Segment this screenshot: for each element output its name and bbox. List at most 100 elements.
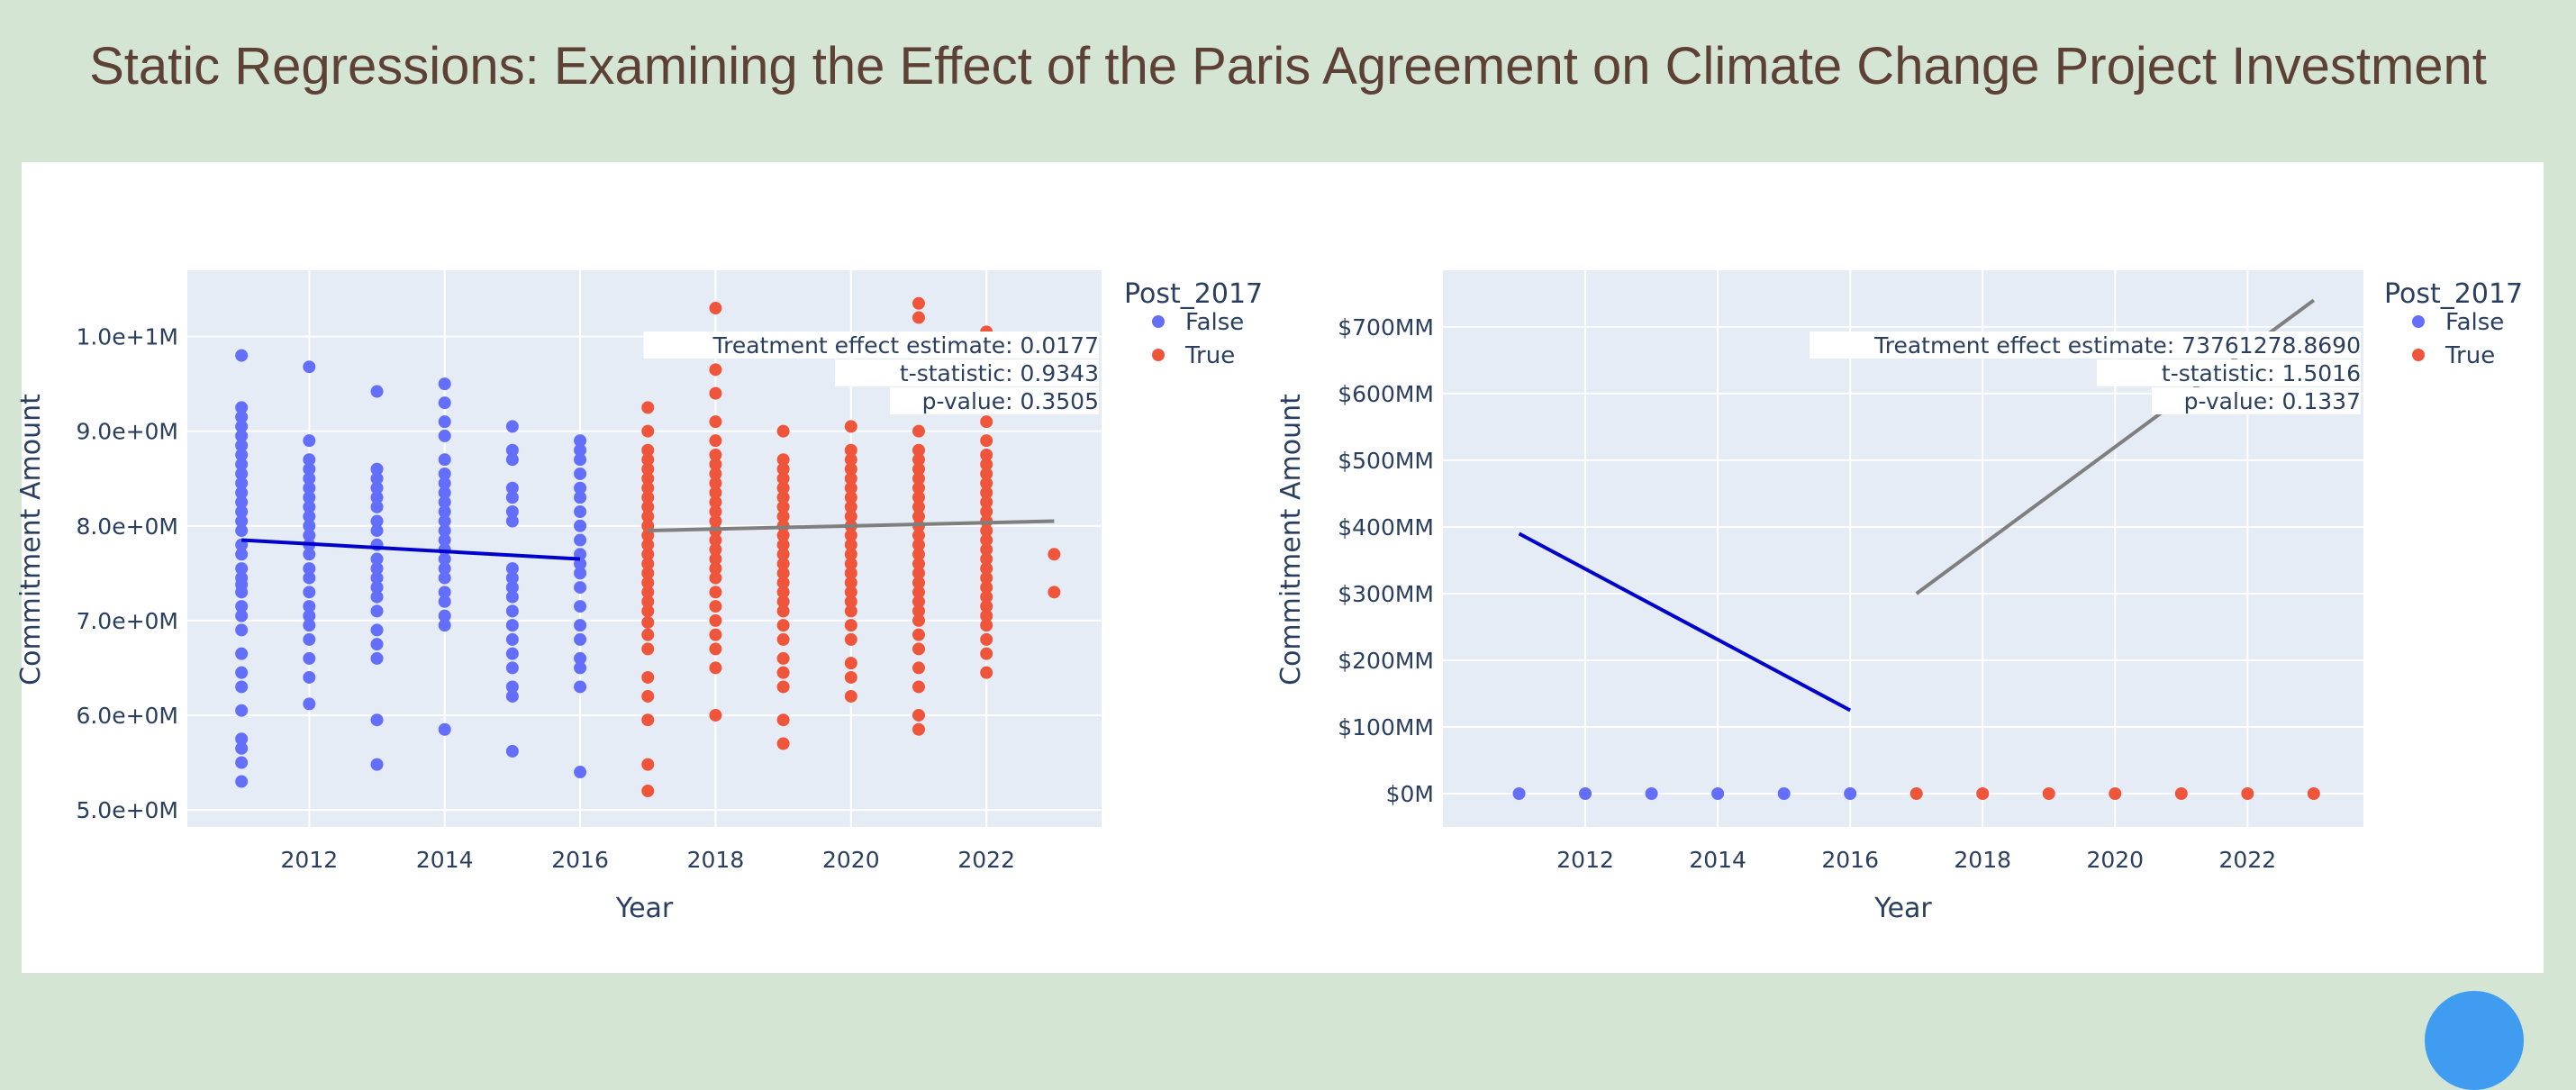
- y-tick-label: 9.0e+0M: [76, 419, 178, 445]
- scatter-point-true: [912, 510, 925, 523]
- annotation-text: t-statistic: 1.5016: [2162, 360, 2361, 386]
- scatter-point-false: [505, 632, 519, 646]
- scatter-point-true: [844, 529, 857, 542]
- scatter-point-false: [438, 495, 451, 509]
- charts-svg: 2012 2014 2016 2018 2020 2022 5.0e+0M 6.0e+0M 7.…: [15, 270, 2523, 924]
- scatter-point-false: [303, 472, 316, 486]
- scatter-point-true: [709, 458, 722, 471]
- scatter-point-false: [235, 741, 249, 755]
- scatter-point-true: [709, 363, 722, 377]
- scatter-point-true: [912, 680, 925, 694]
- scatter-point-false: [1645, 786, 1658, 800]
- scatter-point-false: [235, 600, 249, 613]
- legend-marker: [2412, 315, 2425, 328]
- annotation-text: Treatment effect estimate: 73761278.8690: [1873, 332, 2361, 359]
- scatter-point-true: [641, 401, 655, 414]
- scatter-point-false: [370, 462, 384, 476]
- scatter-point-true: [641, 615, 655, 629]
- scatter-point-false: [303, 529, 316, 542]
- x-axis-title: Year: [1873, 893, 1932, 924]
- x-tick-label: 2022: [957, 847, 1015, 873]
- scatter-point-true: [776, 567, 790, 580]
- scatter-point-true: [776, 557, 790, 570]
- scatter-point-true: [709, 467, 722, 480]
- scatter-point-true: [776, 500, 790, 513]
- scatter-point-true: [776, 576, 790, 589]
- y-axis-title: Commitment Amount: [1275, 394, 1307, 686]
- scatter-point-true: [709, 514, 722, 528]
- y-tick-label: $100MM: [1338, 714, 1434, 740]
- scatter-point-true: [2241, 786, 2254, 800]
- scatter-point-false: [303, 571, 316, 585]
- scatter-point-false: [574, 533, 587, 547]
- scatter-point-true: [709, 708, 722, 722]
- scatter-point-true: [980, 415, 993, 429]
- scatter-point-true: [641, 481, 655, 495]
- x-tick-label: 2012: [281, 847, 339, 873]
- scatter-point-true: [641, 567, 655, 580]
- scatter-point-false: [438, 505, 451, 519]
- scatter-point-false: [1579, 786, 1592, 800]
- scatter-point-true: [912, 557, 925, 570]
- scatter-point-true: [912, 296, 925, 310]
- scatter-point-true: [776, 462, 790, 476]
- scatter-point-false: [505, 581, 519, 595]
- scatter-point-false: [235, 732, 249, 746]
- scatter-point-true: [709, 533, 722, 547]
- scatter-point-false: [574, 600, 587, 613]
- scatter-point-true: [912, 311, 925, 324]
- x-tick-label: 2020: [822, 847, 880, 873]
- scatter-point-false: [574, 519, 587, 532]
- scatter-point-true: [844, 657, 857, 670]
- scatter-point-true: [980, 609, 993, 622]
- legend-marker: [1152, 349, 1165, 361]
- scatter-point-true: [709, 386, 722, 400]
- scatter-point-true: [844, 619, 857, 632]
- scatter-point-false: [303, 519, 316, 532]
- x-tick-label: 2016: [551, 847, 609, 873]
- scatter-point-true: [844, 576, 857, 589]
- chart-2: 2012 2014 2016 2018 2020 2022 $0M $100MM $200MM $…: [1275, 270, 2523, 924]
- scatter-point-true: [844, 567, 857, 580]
- scatter-point-false: [505, 680, 519, 694]
- scatter-point-true: [980, 505, 993, 519]
- scatter-point-true: [709, 505, 722, 519]
- scatter-point-false: [438, 396, 451, 410]
- scatter-point-true: [844, 548, 857, 561]
- scatter-point-true: [912, 661, 925, 675]
- scatter-point-true: [844, 491, 857, 504]
- scatter-point-true: [980, 552, 993, 566]
- scatter-point-true: [776, 491, 790, 504]
- scatter-point-true: [709, 543, 722, 557]
- scatter-point-false: [370, 481, 384, 495]
- legend-label: True: [1184, 342, 1235, 369]
- scatter-point-false: [235, 429, 249, 442]
- scatter-point-false: [370, 562, 384, 576]
- scatter-point-false: [505, 571, 519, 585]
- scatter-point-false: [370, 590, 384, 604]
- scatter-point-false: [370, 651, 384, 665]
- scatter-point-true: [844, 632, 857, 646]
- x-tick-label: 2018: [687, 847, 745, 873]
- scatter-point-false: [438, 552, 451, 566]
- scatter-point-true: [709, 477, 722, 490]
- legend-title: Post_2017: [1124, 278, 1263, 310]
- regression-line-post: [648, 519, 1055, 533]
- scatter-point-true: [1909, 786, 1923, 800]
- scatter-point-true: [709, 434, 722, 448]
- scatter-point-true: [641, 510, 655, 523]
- scatter-point-true: [776, 619, 790, 632]
- scatter-point-false: [235, 505, 249, 519]
- scatter-point-false: [235, 495, 249, 509]
- scatter-point-false: [574, 661, 587, 675]
- y-tick-label: $200MM: [1338, 648, 1434, 674]
- scatter-point-false: [370, 758, 384, 771]
- y-tick-label: $700MM: [1338, 314, 1434, 341]
- scatter-point-false: [574, 651, 587, 665]
- scatter-point-false: [438, 467, 451, 480]
- scatter-point-false: [505, 562, 519, 576]
- scatter-point-false: [438, 477, 451, 490]
- x-tick-label: 2018: [1954, 847, 2011, 873]
- scatter-point-false: [303, 609, 316, 622]
- annotation-bg: [1810, 332, 2361, 359]
